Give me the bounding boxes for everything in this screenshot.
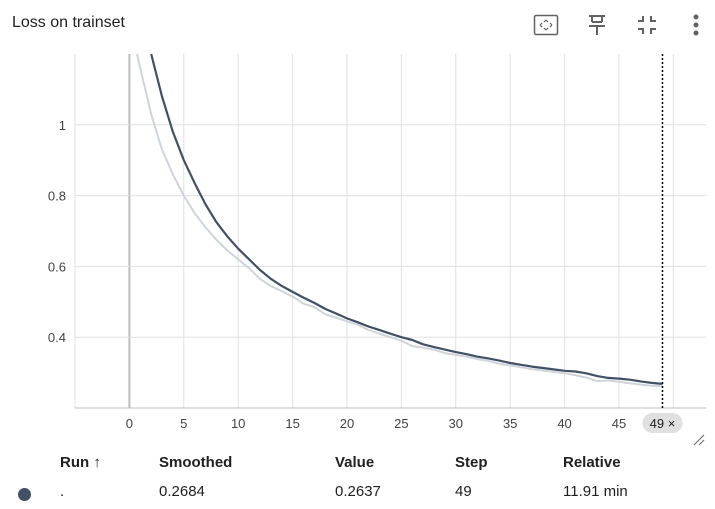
series-line-raw xyxy=(136,53,663,388)
x-axis-tick-labels: 0 5 10 15 20 25 30 35 40 45 xyxy=(126,416,626,431)
x-tick-label: 35 xyxy=(503,416,517,431)
cell-relative: 11.91 min xyxy=(563,483,628,500)
x-tick-label: 45 xyxy=(612,416,626,431)
x-tick-label: 25 xyxy=(394,416,408,431)
collapse-icon xyxy=(638,16,656,34)
column-header-smoothed[interactable]: Smoothed xyxy=(159,454,233,471)
more-vert-icon xyxy=(693,14,699,36)
fit-domain-icon xyxy=(533,14,559,36)
column-header-run[interactable]: Run ↑ xyxy=(60,454,101,471)
fit-domain-button[interactable] xyxy=(531,10,561,40)
run-color-swatch xyxy=(18,488,31,501)
y-tick-label: 0.6 xyxy=(48,259,66,274)
pin-icon xyxy=(589,15,605,35)
y-tick-label: 0.8 xyxy=(48,189,66,204)
collapse-button[interactable] xyxy=(632,10,662,40)
more-options-button[interactable] xyxy=(681,10,711,40)
y-tick-label: 1 xyxy=(59,118,66,133)
cell-value: 0.2637 xyxy=(335,483,381,500)
x-tick-label: 10 xyxy=(231,416,245,431)
cell-run: . xyxy=(60,483,65,500)
series-line-smoothed xyxy=(150,53,663,385)
column-header-step[interactable]: Step xyxy=(455,454,488,471)
cursor-chip xyxy=(642,413,683,433)
column-header-relative[interactable]: Relative xyxy=(563,454,621,471)
cursor-label[interactable]: 49 × xyxy=(650,416,676,431)
y-axis-tick-labels: 0.4 0.6 0.8 1 xyxy=(48,118,66,345)
y-tick-label: 0.4 xyxy=(48,330,66,345)
resize-handle-icon[interactable] xyxy=(693,434,705,446)
cell-smoothed: 0.2684 xyxy=(159,483,205,500)
card-header: Loss on trainset xyxy=(0,0,715,50)
x-tick-label: 20 xyxy=(340,416,354,431)
chart-series xyxy=(136,53,663,388)
line-chart[interactable]: 0.4 0.6 0.8 1 0 5 10 15 20 25 30 35 40 45 49 × xyxy=(0,50,715,448)
x-tick-label: 40 xyxy=(557,416,571,431)
x-tick-label: 30 xyxy=(449,416,463,431)
column-header-value[interactable]: Value xyxy=(335,454,375,471)
chart-grid xyxy=(74,54,706,409)
x-tick-label: 15 xyxy=(285,416,299,431)
cell-step: 49 xyxy=(455,483,472,500)
step-cursor[interactable]: 49 × xyxy=(642,54,683,433)
x-tick-label: 0 xyxy=(126,416,133,431)
x-tick-label: 5 xyxy=(180,416,187,431)
card-title: Loss on trainset xyxy=(12,14,125,31)
pin-button[interactable] xyxy=(582,10,612,40)
